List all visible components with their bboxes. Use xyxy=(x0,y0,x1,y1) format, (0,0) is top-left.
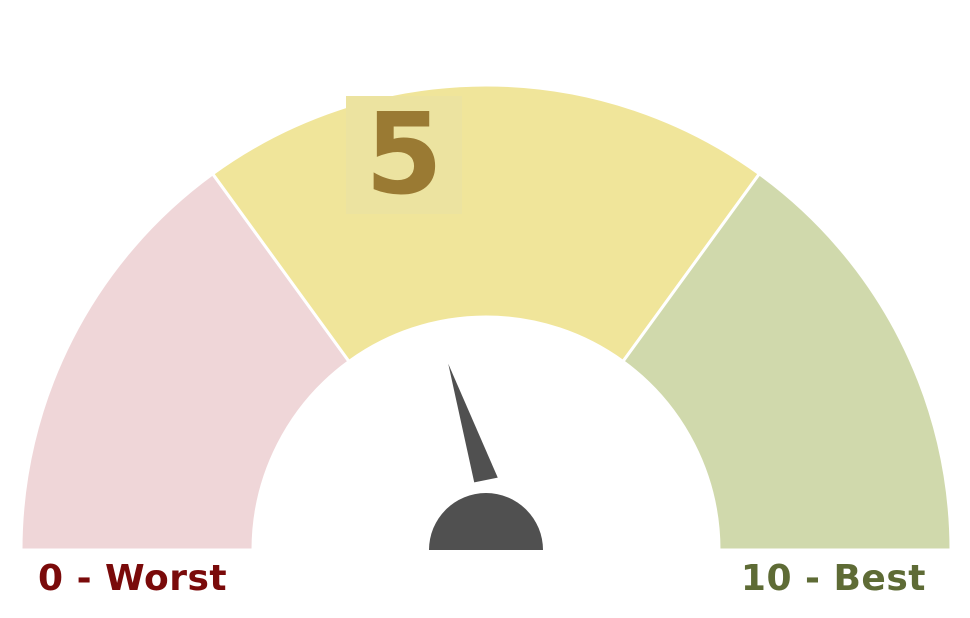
gauge-bands xyxy=(19,83,953,552)
gauge-max-label: 10 - Best xyxy=(740,558,926,599)
needle-pointer xyxy=(448,363,498,483)
gauge-value: 5 xyxy=(346,96,462,214)
needle-hub xyxy=(429,493,543,550)
gauge-band-0 xyxy=(19,171,352,552)
gauge-band-2 xyxy=(620,171,953,552)
gauge-min-label: 0 - Worst xyxy=(38,558,228,599)
gauge-needle xyxy=(429,363,543,550)
